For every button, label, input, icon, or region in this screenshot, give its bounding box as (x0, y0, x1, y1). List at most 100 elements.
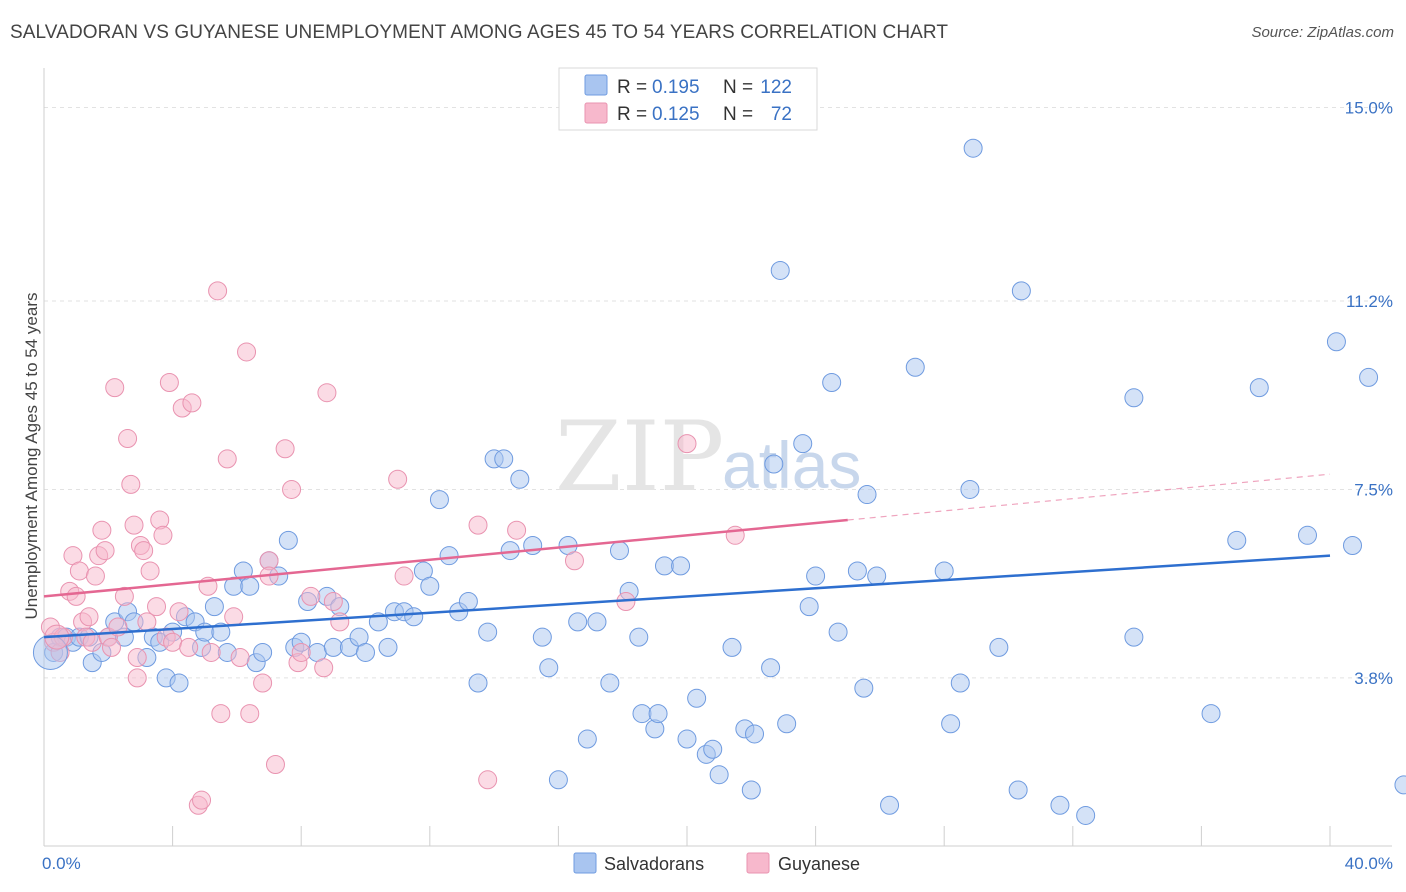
salvadoran-point (278, 530, 298, 550)
guyanese-point (82, 632, 102, 652)
salvadoran-point (458, 592, 478, 612)
salvadoran-point (439, 546, 459, 566)
salvadoran-point (609, 541, 629, 561)
guyanese-point (201, 642, 221, 662)
salvadoran-point (600, 673, 620, 693)
salvadoran-point (950, 673, 970, 693)
guyanese-point (169, 602, 189, 622)
guyanese-point (301, 586, 321, 606)
legend-r-label: R = (617, 77, 647, 98)
salvadoran-point (510, 469, 530, 489)
guyanese-point (217, 449, 237, 469)
guyanese-point (163, 632, 183, 652)
salvadoran-point (905, 357, 925, 377)
guyanese-point (140, 561, 160, 581)
guyanese-point (192, 790, 212, 810)
salvadoran-point (1326, 332, 1346, 352)
salvadoran-point (468, 673, 488, 693)
guyanese-point (677, 434, 697, 454)
y-tick-label: 11.2% (1346, 292, 1393, 311)
legend-n-label: N = (723, 104, 753, 125)
watermark-atlas: atlas (722, 428, 861, 502)
guyanese-point (114, 586, 134, 606)
salvadoran-point (1076, 805, 1096, 825)
y-tick-label: 15.0% (1345, 98, 1393, 117)
salvadoran-point (960, 479, 980, 499)
guyanese-point (85, 566, 105, 586)
salvadoran-point (880, 795, 900, 815)
guyanese-point (314, 658, 334, 678)
guyanese-point (240, 704, 260, 724)
salvadoran-point (709, 765, 729, 785)
guyanese-point (564, 551, 584, 571)
salvadoran-point (722, 637, 742, 657)
axes (43, 68, 1392, 847)
guyanese-point (237, 342, 257, 362)
salvadoran-point (378, 637, 398, 657)
guyanese-point (66, 586, 86, 606)
guyanese-point (253, 673, 273, 693)
guyanese-point (79, 607, 99, 627)
salvadoran-point (806, 566, 826, 586)
salvadoran-point (577, 729, 597, 749)
salvadoran-point (568, 612, 588, 632)
legend-r-value: 0.125 (652, 104, 700, 125)
data-points (32, 138, 1406, 825)
salvadoran-point (1297, 525, 1317, 545)
trend-lines (43, 473, 1331, 639)
guyanese-point (121, 474, 141, 494)
legend-n-value: 72 (771, 104, 792, 125)
guyanese-point (147, 597, 167, 617)
legend-r-label: R = (617, 104, 647, 125)
guyanese-point (208, 281, 228, 301)
guyanese-point (388, 469, 408, 489)
salvadoran-point (632, 704, 652, 724)
guyanese-point (127, 668, 147, 688)
y-tick-label: 7.5% (1354, 480, 1393, 499)
salvadoran-point (539, 658, 559, 678)
guyanese-point (118, 429, 138, 449)
tick-labels: 3.8% 7.5% 11.2% 15.0% 0.0% 40.0% (42, 98, 1393, 873)
legend-n-value: 122 (760, 77, 792, 98)
guyanese-point (137, 612, 157, 632)
legend-n-label: N = (723, 77, 753, 98)
salvadoran-point (654, 556, 674, 576)
x-tick-label: 0.0% (42, 854, 81, 873)
salvadoran-point (671, 556, 691, 576)
salvadoran-point (822, 373, 842, 393)
guyanese-point (124, 515, 144, 535)
salvadoran-point (356, 642, 375, 662)
guyanese-point (265, 755, 285, 775)
guyanese-point (127, 648, 147, 668)
salvadoran-point (532, 627, 552, 647)
salvadoran-point (677, 729, 697, 749)
legend-r-value: 0.195 (652, 77, 700, 98)
salvadoran-point (1050, 795, 1070, 815)
bottom-legend: Salvadorans Guyanese (573, 852, 860, 874)
guyanese-point (507, 520, 527, 540)
salvadoran-point (1008, 780, 1028, 800)
guyanese-point (153, 525, 173, 545)
salvadoran-point (1201, 704, 1221, 724)
guyanese-trend-extension (847, 473, 1331, 521)
bottom-legend-swatch-salvadorans (573, 852, 597, 874)
salvadoran-point (793, 434, 813, 454)
y-axis-title: Unemployment Among Ages 45 to 54 years (22, 293, 41, 620)
bottom-legend-label-salvadorans: Salvadorans (604, 854, 704, 874)
salvadoran-point (648, 704, 668, 724)
salvadoran-point (1227, 530, 1247, 550)
salvadoran-point (1343, 535, 1363, 555)
guyanese-trend-line (43, 518, 848, 598)
bottom-legend-label-guyanese: Guyanese (778, 854, 860, 874)
guyanese-point (159, 373, 179, 393)
guyanese-point (230, 648, 250, 668)
salvadoran-point (934, 561, 954, 581)
guyanese-point (211, 704, 231, 724)
watermark: ZIP atlas (555, 401, 861, 513)
guyanese-point (224, 607, 244, 627)
salvadoran-point (1124, 388, 1144, 408)
guyanese-point (275, 439, 295, 459)
salvadoran-point (323, 637, 343, 657)
salvadoran-point (687, 688, 707, 708)
